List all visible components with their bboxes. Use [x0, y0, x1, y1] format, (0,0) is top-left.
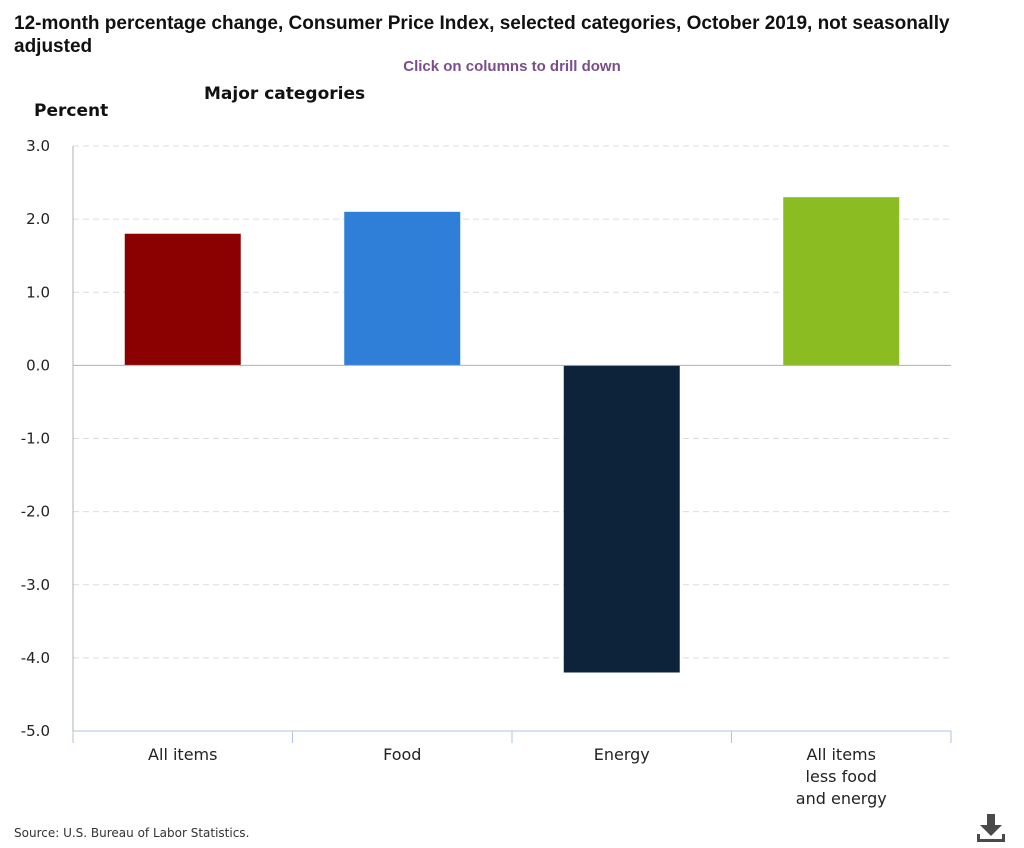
y-tick-label: 0.0	[26, 356, 50, 374]
drilldown-label: Major categories	[204, 84, 366, 104]
source-note: Source: U.S. Bureau of Labor Statistics.	[14, 826, 250, 840]
y-tick-label: -2.0	[21, 503, 50, 521]
x-axis-ticks: All items Food Energy All items less food and…	[148, 745, 887, 808]
download-icon[interactable]	[976, 812, 1006, 844]
y-tick-label: -5.0	[21, 722, 50, 740]
x-tick-label: All items less food and energy	[796, 745, 887, 808]
y-axis-ticks: 3.0 2.0 1.0 0.0 -1.0 -2.0 -3.0 -4.0 -5.0	[21, 137, 50, 740]
bar[interactable]	[783, 197, 900, 366]
y-tick-label: 2.0	[26, 210, 50, 228]
y-axis-label: Percent	[34, 101, 109, 121]
bars	[124, 197, 900, 673]
x-tick-label: Food	[383, 745, 421, 764]
chart-title: 12-month percentage change, Consumer Pri…	[14, 13, 950, 57]
bar[interactable]	[344, 211, 461, 366]
x-tick-label: Energy	[594, 745, 650, 764]
bar[interactable]	[563, 365, 680, 673]
axes	[72, 146, 952, 743]
y-tick-label: 1.0	[26, 283, 50, 301]
x-tick-label: All items	[148, 745, 217, 764]
y-tick-label: -1.0	[21, 430, 50, 448]
chart-subtitle: Click on columns to drill down	[403, 58, 621, 75]
bar[interactable]	[124, 233, 241, 366]
y-tick-label: 3.0	[26, 137, 50, 155]
y-tick-label: -4.0	[21, 649, 50, 667]
y-tick-label: -3.0	[21, 576, 50, 594]
